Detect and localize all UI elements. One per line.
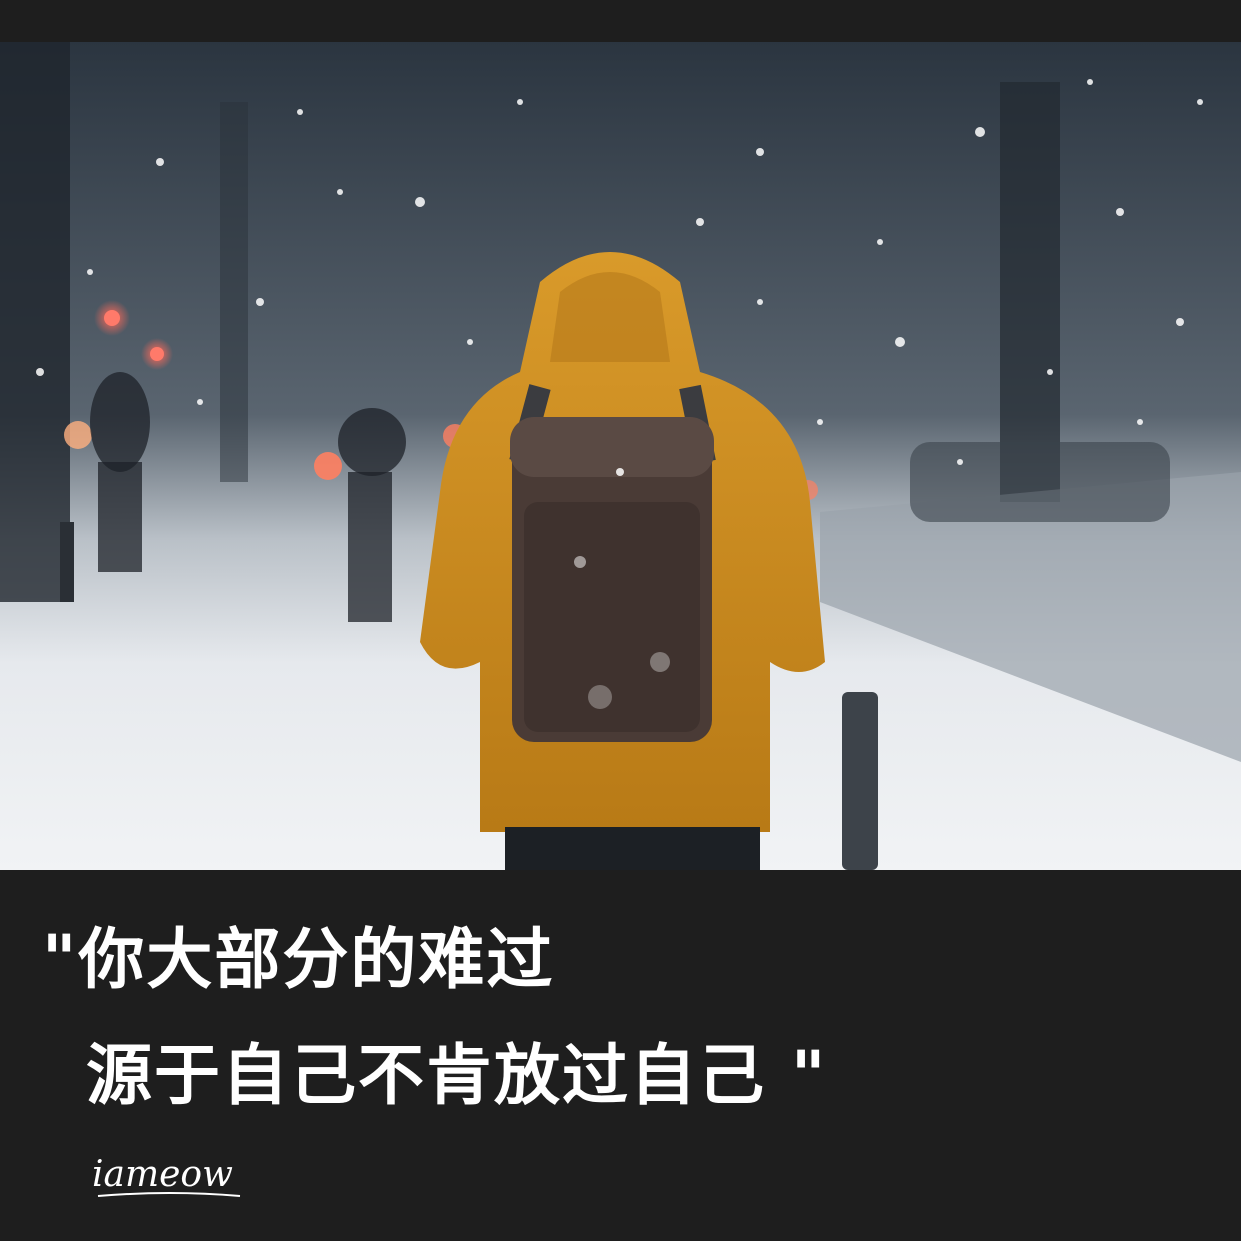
- iameow-logo: iameow: [92, 1154, 241, 1197]
- top-border: [0, 0, 1241, 42]
- snow-photo: [0, 42, 1241, 870]
- svg-text:iameow: iameow: [92, 1154, 233, 1195]
- quote-line-1: "你大部分的难过: [42, 921, 555, 998]
- quote-line-2: 源于自己不肯放过自己 ": [86, 1037, 828, 1114]
- snow-scene-illustration: [0, 42, 1241, 870]
- caption-area: "你大部分的难过 源于自己不肯放过自己 " iameow: [0, 870, 1241, 1241]
